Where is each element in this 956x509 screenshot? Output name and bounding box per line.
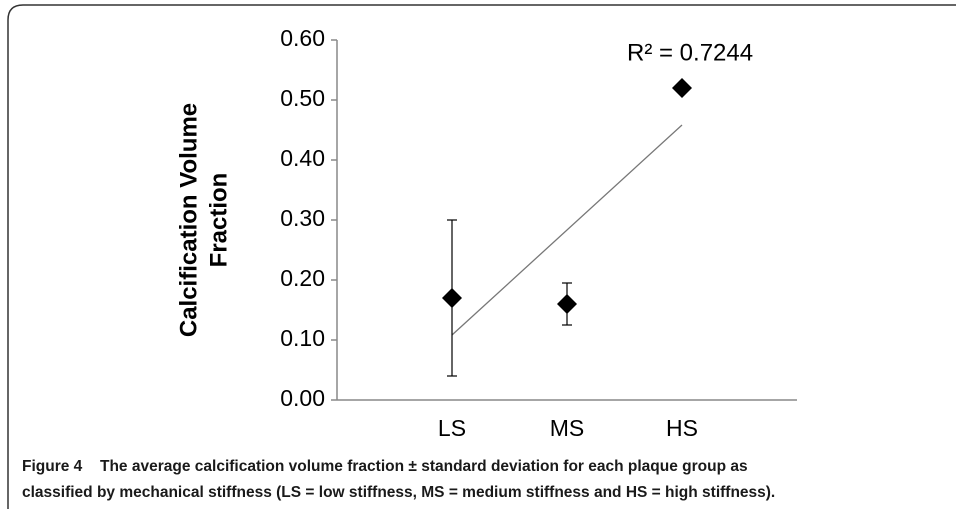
y-tick-label: 0.40 — [280, 145, 325, 171]
y-axis-title-line: Calcification Volume — [175, 103, 202, 337]
y-tick-label: 0.30 — [280, 205, 325, 231]
frame — [7, 4, 956, 509]
x-tick-label: LS — [438, 415, 466, 441]
y-tick-label: 0.60 — [280, 25, 325, 51]
marker — [557, 294, 577, 314]
annotation: R² = 0.7244 — [627, 39, 753, 66]
x-tick-label: HS — [666, 415, 698, 441]
caption-label: Figure 4 — [22, 458, 83, 475]
marker — [672, 78, 692, 98]
y-axis-title-line: Fraction — [205, 173, 232, 268]
y-axis-title: Calcification Volume Fraction — [175, 103, 232, 337]
y-tick-label: 0.10 — [280, 325, 325, 351]
caption-line: classified by mechanical stiffness (LS =… — [22, 484, 775, 501]
trendline — [451, 124, 683, 336]
y-tick-label: 0.50 — [280, 85, 325, 111]
y-tick-label: 0.00 — [280, 385, 325, 411]
caption-line: The average calcification volume fractio… — [100, 458, 748, 475]
y-tick-label: 0.20 — [280, 265, 325, 291]
x-tick-label: MS — [550, 415, 585, 441]
marker — [442, 288, 462, 308]
